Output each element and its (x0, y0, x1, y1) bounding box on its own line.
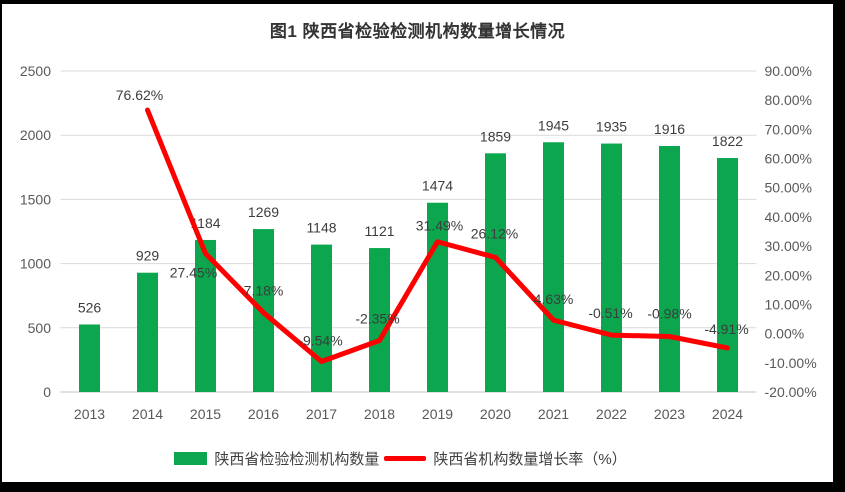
line-label-2015: 27.45% (170, 265, 217, 281)
line-label-2014: 76.62% (116, 87, 163, 103)
line-label-2022: -0.51% (588, 305, 632, 321)
chart-title: 图1 陕西省检验检测机构数量增长情况 (269, 22, 566, 41)
y-axis-right-tick-6: 30.00% (765, 238, 812, 254)
line-label-2019: 31.49% (416, 218, 463, 234)
bar-2015 (195, 239, 216, 392)
bar-label-2014: 929 (136, 248, 160, 264)
line-label-2016: 7.18% (244, 283, 284, 299)
bar-2023 (659, 145, 680, 392)
bar-label-2020: 1859 (480, 128, 511, 144)
legend-item-growth-rate: 陕西省机构数量增长率（%） (384, 448, 627, 469)
y-axis-right-tick-5: 40.00% (765, 209, 812, 225)
x-axis-label-2014: 2014 (132, 406, 163, 422)
x-axis-label-2017: 2017 (306, 406, 337, 422)
bar-label-2018: 1121 (364, 223, 394, 239)
x-axis-label-2015: 2015 (190, 406, 221, 422)
line-label-2021: 4.63% (534, 291, 574, 307)
bar-2024 (717, 158, 738, 392)
y-axis-left-tick-1500: 1500 (20, 191, 51, 207)
bar-2013 (79, 324, 100, 392)
chart-canvas: 图1 陕西省检验检测机构数量增长情况 0 500 1000 1500 2000 2500 9… (2, 4, 833, 482)
bar-label-2021: 1945 (538, 117, 569, 133)
y-axis-right-tick-0: 90.00% (765, 63, 812, 79)
y-axis-right-tick-3: 60.00% (765, 151, 812, 167)
x-axis-label-2024: 2024 (712, 406, 743, 422)
x-axis-label-2020: 2020 (480, 406, 511, 422)
x-axis-label-2018: 2018 (364, 406, 395, 422)
y-axis-left-tick-0: 0 (43, 384, 51, 400)
line-label-2023: -0.98% (647, 305, 691, 321)
y-axis-right-tick-9: 0.00% (765, 326, 805, 342)
bar-2018 (369, 248, 390, 392)
x-axis-label-2023: 2023 (654, 406, 685, 422)
bar-2020 (485, 153, 506, 392)
legend-line-swatch-icon (384, 456, 427, 461)
bar-label-2017: 1148 (306, 220, 336, 236)
y-axis-right-tick-1: 80.00% (765, 92, 812, 108)
y-axis-left-tick-2500: 2500 (20, 63, 51, 79)
legend-bar-swatch-icon (174, 452, 208, 465)
legend-line-label: 陕西省机构数量增长率（%） (433, 451, 627, 468)
line-label-2020: 26.12% (471, 225, 518, 241)
bar-label-2023: 1916 (654, 121, 685, 137)
chart-legend: 陕西省检验检测机构数量 陕西省机构数量增长率（%） (2, 448, 816, 469)
bar-2014 (137, 272, 158, 392)
bar-label-2013: 526 (78, 299, 102, 315)
x-axis-label-2021: 2021 (538, 406, 569, 422)
y-axis-left-tick-1000: 1000 (20, 256, 51, 272)
legend-bar-label: 陕西省检验检测机构数量 (214, 451, 380, 468)
bar-label-2019: 1474 (422, 178, 453, 194)
x-axis-label-2019: 2019 (422, 406, 453, 422)
y-axis-right-tick-7: 20.00% (765, 267, 812, 283)
bar-2021 (543, 142, 564, 392)
x-axis-label-2013: 2013 (74, 406, 105, 422)
line-label-2018: -2.35% (355, 310, 399, 326)
y-axis-right-tick-8: 10.00% (765, 296, 812, 312)
combo-chart-plot: 0 500 1000 1500 2000 2500 90.00% 80.00% 70.00% 60… (20, 63, 817, 422)
x-axis-label-2016: 2016 (248, 406, 279, 422)
bar-2022 (601, 143, 622, 392)
bar-label-2015: 1184 (190, 215, 220, 231)
y-axis-right-tick-10: -10.00% (765, 355, 817, 371)
bar-2017 (311, 244, 332, 392)
legend-item-institution-count: 陕西省检验检测机构数量 (174, 448, 379, 469)
line-label-2024: -4.91% (704, 321, 748, 337)
y-axis-right-tick-2: 70.00% (765, 121, 812, 137)
y-axis-right-tick-11: -20.00% (765, 384, 817, 400)
bar-label-2016: 1269 (248, 204, 279, 220)
growth-rate-line (145, 107, 730, 364)
y-axis-left-tick-500: 500 (28, 320, 52, 336)
line-label-2017: -9.54% (298, 332, 342, 348)
bar-label-2024: 1822 (712, 133, 743, 149)
y-axis-left-tick-2000: 2000 (20, 127, 51, 143)
x-axis-label-2022: 2022 (596, 406, 627, 422)
bar-label-2022: 1935 (596, 119, 627, 135)
y-axis-right-tick-4: 50.00% (765, 180, 812, 196)
